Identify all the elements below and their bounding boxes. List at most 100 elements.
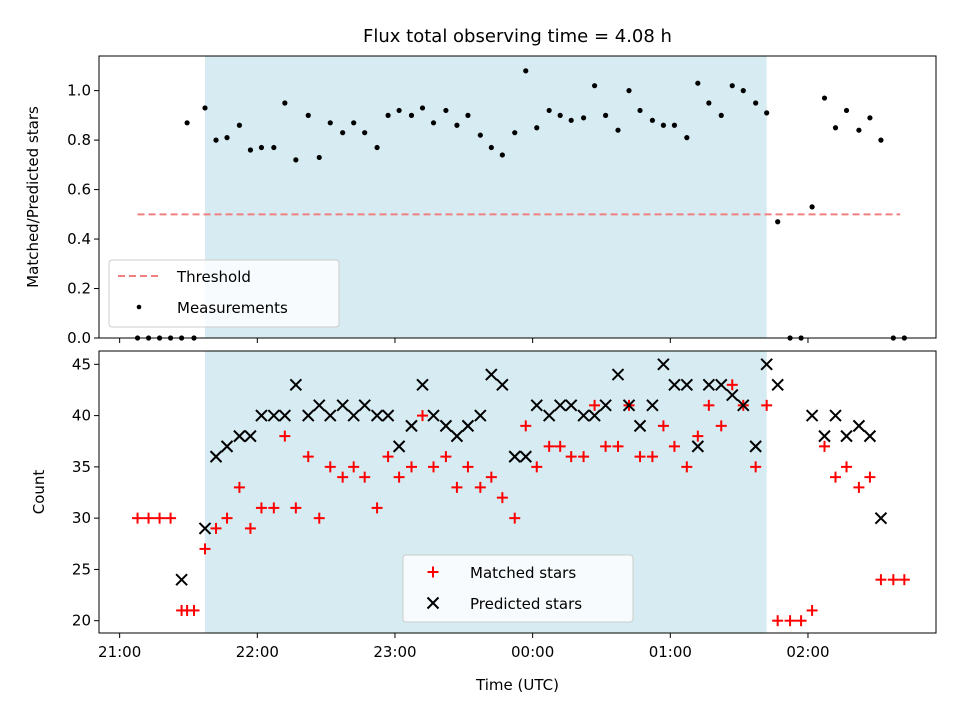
predicted-star-point [749, 440, 762, 453]
matched-star-point [451, 481, 463, 493]
cross-stroke [611, 368, 625, 381]
predicted-star-point [702, 378, 716, 392]
cross-stroke [657, 358, 670, 371]
predicted-star-point [519, 450, 532, 463]
matched-star-point [589, 399, 601, 411]
cross-stroke [175, 573, 188, 586]
predicted-star-point [324, 409, 337, 422]
matched-star-point [165, 512, 177, 524]
measurement-point [809, 204, 815, 210]
count-panel: 20 25 30 35 40 45 21:00 22:00 23:00 00:00 01:00 02… [30, 350, 937, 694]
cross-stroke [726, 388, 739, 402]
cross-stroke [244, 429, 257, 443]
predicted-star-point [220, 440, 234, 453]
measurement-point [258, 144, 265, 151]
measurement-point [671, 122, 678, 128]
predicted-star-point [461, 419, 475, 433]
measurement-point [327, 120, 333, 126]
matched-star-point [761, 399, 773, 411]
predicted-star-point [278, 409, 292, 422]
cross-stroke [577, 409, 590, 422]
predicted-star-point [347, 409, 360, 422]
cross-stroke [519, 450, 532, 463]
matched-star-point [784, 615, 796, 627]
predicted-star-point [358, 399, 371, 412]
y-tick-label: 40 [72, 407, 91, 425]
matched-star-point [393, 471, 405, 483]
matched-star-point [681, 461, 693, 473]
cross-stroke [588, 409, 601, 422]
matched-star-point [199, 543, 211, 555]
matched-star-point [496, 492, 508, 504]
matched-star-point [324, 461, 336, 473]
cross-stroke [863, 429, 877, 443]
cross-stroke [313, 399, 326, 412]
cross-stroke [209, 450, 223, 463]
x-axis-label: Time (UTC) [475, 676, 559, 694]
measurement-point [534, 125, 540, 131]
x-tick-label: 00:00 [511, 643, 554, 661]
measurement-point [832, 125, 839, 131]
matched-star-point [565, 451, 577, 463]
predicted-star-point [427, 409, 440, 422]
predicted-star-point [668, 378, 681, 392]
predicted-star-point [852, 419, 866, 433]
predicted-star-point [771, 378, 784, 392]
measurement-point [184, 120, 190, 126]
cross-stroke [508, 450, 521, 463]
predicted-star-point [302, 409, 315, 422]
measurement-point [512, 130, 518, 136]
measurement-point [430, 120, 437, 126]
measurement-point [753, 100, 759, 106]
measurement-point [271, 144, 277, 151]
cross-stroke [233, 429, 246, 443]
predicted-star-point [588, 409, 601, 422]
cross-stroke [347, 409, 360, 422]
measurement-point [316, 154, 322, 161]
predicted-star-point [416, 378, 429, 392]
cross-stroke [691, 440, 705, 453]
predicted-star-point [691, 440, 705, 453]
matched-star-point [382, 451, 394, 463]
cross-stroke [358, 399, 371, 412]
y-tick-label: 30 [72, 509, 91, 527]
top-legend-box [108, 259, 340, 328]
measurement-point [684, 135, 690, 141]
matched-star-point [703, 399, 715, 411]
measurement-point [454, 122, 460, 128]
predicted-star-point [863, 429, 877, 443]
measurement-point [396, 107, 402, 114]
matched-star-point [612, 440, 624, 452]
cross-stroke [553, 399, 567, 412]
cross-stroke [496, 378, 509, 392]
matched-star-point [520, 420, 532, 432]
matched-star-point [864, 471, 876, 483]
y-tick-label: 0.4 [67, 230, 91, 248]
legend-plus-marker [427, 566, 439, 578]
matched-star-point [830, 471, 842, 483]
cross-stroke [622, 399, 636, 412]
cross-stroke [668, 378, 681, 392]
measurement-point [649, 117, 656, 123]
cross-stroke [715, 378, 728, 392]
measurement-point [236, 122, 243, 128]
measurement-point [867, 115, 873, 121]
cross-stroke [289, 378, 303, 392]
predicted-star-point [233, 429, 246, 443]
cross-stroke [198, 522, 212, 535]
matched-star-point [290, 502, 302, 514]
y-tick-label: 0.8 [67, 131, 91, 149]
measurement-point [740, 88, 746, 94]
x-tick-label: 23:00 [373, 643, 416, 661]
measurement-point [213, 137, 219, 143]
predicted-star-point [392, 440, 406, 453]
matched-star-point [750, 461, 762, 473]
measurement-point [637, 107, 643, 114]
predicted-star-point [874, 511, 888, 525]
cross-stroke [829, 409, 842, 422]
predicted-star-point [381, 409, 395, 422]
cross-stroke [485, 368, 498, 381]
matched-star-point [154, 512, 166, 524]
matched-star-point [692, 430, 704, 442]
top-y-ticks: 0.0 0.2 0.4 0.6 0.8 1.0 [67, 82, 99, 347]
